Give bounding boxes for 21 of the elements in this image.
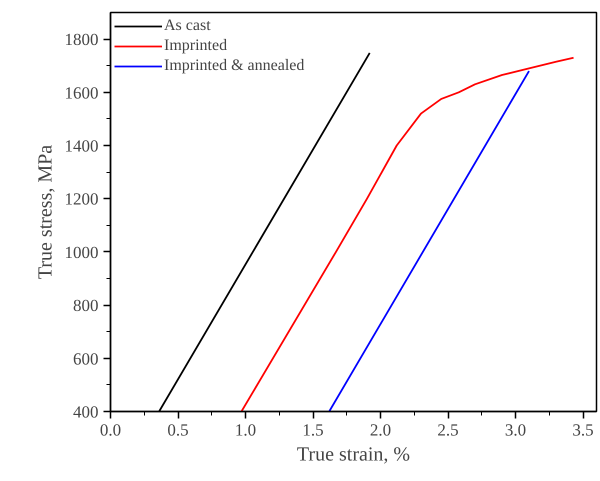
y-tick-label: 600 <box>73 349 98 368</box>
y-tick-label: 1000 <box>64 242 98 262</box>
x-tick-label: 2.5 <box>437 420 459 440</box>
x-tick-label: 2.0 <box>370 420 392 440</box>
x-tick-label: 0.0 <box>100 420 122 440</box>
y-axis-title: True stress, MPa <box>34 144 56 280</box>
y-tick-label: 1800 <box>64 30 98 50</box>
x-axis-title: True strain, % <box>296 444 410 466</box>
legend-label: Imprinted <box>164 37 228 55</box>
x-tick-label: 0.5 <box>167 420 189 440</box>
y-tick-label: 1400 <box>64 136 98 156</box>
x-tick-label: 1.0 <box>234 420 256 440</box>
x-tick-label: 3.0 <box>504 420 526 440</box>
y-tick-label: 800 <box>73 296 98 316</box>
y-tick-label: 1600 <box>64 83 98 102</box>
legend-label: Imprinted & annealed <box>164 57 304 75</box>
y-tick-label: 1200 <box>64 190 98 209</box>
x-tick-label: 1.5 <box>302 420 324 440</box>
legend-label: As cast <box>164 17 211 35</box>
x-tick-label: 3.5 <box>572 420 594 440</box>
y-tick-label: 400 <box>73 402 98 422</box>
